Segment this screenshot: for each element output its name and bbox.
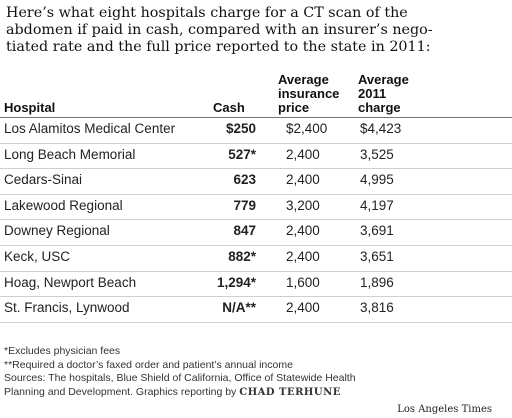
row-divider [0, 296, 512, 298]
table-row: Downey Regional 847 2,400 3,691 [0, 219, 512, 244]
insurance-price-cell: 2,400 [286, 172, 320, 188]
row-divider [0, 245, 512, 246]
table-row: Keck, USC 882* 2,400 3,651 [0, 245, 512, 270]
charge-2011-cell: 1,896 [360, 274, 394, 290]
table-row: Long Beach Memorial 527* 2,400 3,525 [0, 143, 512, 168]
header-insurance-line2: insurance [278, 86, 340, 101]
insurance-price-cell: $2,400 [286, 121, 328, 136]
charge-2011-cell: 3,525 [360, 146, 394, 162]
hospital-cell: Lakewood Regional [4, 197, 123, 213]
cash-price-cell: 1,294* [216, 274, 256, 290]
header-charge-line3: charge [358, 100, 401, 115]
intro-line-1: Here’s what eight hospitals charge for a… [6, 5, 408, 21]
table-header-rule [0, 117, 512, 118]
charge-2011-cell: 4,197 [360, 197, 394, 213]
cash-price-cell: 847 [233, 223, 256, 239]
intro-line-3: tiated rate and the full price reported … [6, 39, 431, 55]
row-divider [0, 219, 512, 221]
intro-line-2: abdomen if paid in cash, compared with a… [6, 22, 433, 38]
insurance-price-cell: 1,600 [286, 274, 320, 290]
charge-2011-cell: 3,691 [360, 223, 394, 239]
row-divider [0, 270, 512, 272]
table-row: Cedars-Sinai 623 2,400 4,995 [0, 168, 512, 193]
charge-2011-cell: $4,423 [360, 121, 402, 136]
cash-price-cell: 882* [228, 249, 256, 264]
insurance-price-cell: 3,200 [286, 197, 320, 213]
row-divider [0, 193, 512, 195]
charge-2011-cell: 3,651 [360, 249, 394, 264]
insurance-price-cell: 2,400 [286, 300, 320, 316]
table-row: Hoag, Newport Beach 1,294* 1,600 1,896 [0, 271, 512, 296]
hospital-cell: Long Beach Memorial [4, 146, 136, 162]
hospital-cell: Los Alamitos Medical Center [4, 121, 176, 136]
insurance-price-cell: 2,400 [286, 223, 320, 239]
charge-2011-cell: 3,816 [360, 300, 394, 316]
intro-text: Here’s what eight hospitals charge for a… [6, 5, 506, 56]
footnote-2: **Required a doctor’s faxed order and pa… [4, 358, 293, 371]
hospital-cell: Keck, USC [4, 249, 71, 264]
header-insurance-line1: Average [278, 72, 329, 87]
insurance-price-cell: 2,400 [286, 146, 320, 162]
cash-price-cell: $250 [225, 121, 256, 136]
sources-line-2: Planning and Development. Graphics repor… [4, 386, 356, 400]
header-insurance: Average insurance price [278, 73, 339, 115]
header-charge-line2: 2011 [358, 86, 387, 101]
header-charge: Average 2011 charge [358, 73, 409, 115]
table-row: Los Alamitos Medical Center $250 $2,400 $4,… [0, 117, 512, 142]
hospital-cell: St. Francis, Lynwood [4, 300, 130, 316]
cash-price-cell: N/A** [222, 300, 256, 316]
hospital-cell: Cedars-Sinai [4, 172, 83, 188]
hospital-cell: Hoag, Newport Beach [4, 274, 137, 290]
header-cash: Cash [213, 101, 245, 115]
header-hospital: Hospital [4, 101, 55, 115]
row-divider [0, 142, 512, 144]
cash-price-cell: 779 [233, 197, 256, 213]
row-divider [0, 168, 512, 170]
hospital-cell: Downey Regional [4, 223, 110, 239]
table-row: Lakewood Regional 779 3,200 4,197 [0, 194, 512, 219]
reporter-credit: CHAD TERHUNE [239, 386, 341, 398]
header-insurance-line3: price [278, 100, 310, 115]
insurance-price-cell: 2,400 [286, 249, 320, 264]
row-divider [0, 321, 512, 323]
header-cash-label: Cash [213, 100, 245, 115]
publisher-credit: Los Angeles Times [397, 404, 492, 415]
header-charge-line1: Average [358, 72, 409, 87]
header-hospital-label: Hospital [4, 100, 56, 115]
charge-2011-cell: 4,995 [360, 172, 394, 188]
footnote-1: *Excludes physician fees [4, 345, 121, 357]
cash-price-cell: 623 [233, 172, 256, 188]
table-row: St. Francis, Lynwood N/A** 2,400 3,816 [0, 296, 512, 321]
footnotes: *Excludes physician fees **Required a do… [4, 345, 356, 399]
sources-line-2-text: Planning and Development. Graphics repor… [4, 385, 237, 398]
sources-line-1: Sources: The hospitals, Blue Shield of C… [4, 372, 356, 384]
cash-price-cell: 527* [228, 146, 256, 162]
